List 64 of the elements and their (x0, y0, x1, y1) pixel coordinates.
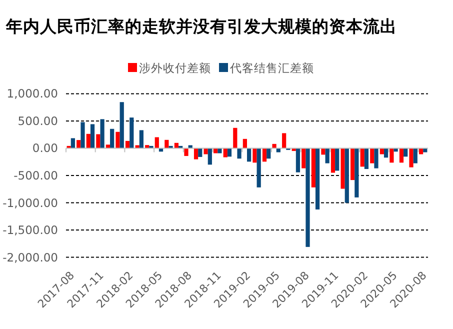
bar (154, 137, 159, 148)
chart-title: 年内人民币汇率的走软并没有引发大规模的资本流出 (5, 17, 397, 36)
bar (227, 148, 232, 157)
bar (315, 148, 320, 210)
bar (296, 148, 300, 172)
bar (344, 148, 349, 203)
bar (194, 148, 198, 160)
bar (370, 148, 374, 164)
bar (184, 148, 188, 156)
bar (252, 148, 257, 163)
bar (76, 140, 81, 148)
bar (374, 148, 378, 168)
bar (130, 118, 134, 148)
bar (325, 148, 330, 164)
bar (90, 124, 95, 148)
bar (390, 148, 394, 163)
bar (223, 148, 228, 158)
bar (262, 148, 267, 162)
legend-label: 代客结售汇差额 (229, 61, 314, 75)
y-tick-label: 500.00 (18, 114, 58, 128)
bar (399, 148, 404, 163)
bar (350, 148, 355, 180)
bar (311, 148, 316, 188)
y-tick-label: -500.00 (14, 168, 58, 182)
bar (413, 148, 418, 164)
bar (335, 148, 340, 171)
bar (116, 132, 120, 148)
y-tick-label: 0.00 (32, 141, 58, 156)
bar (282, 133, 286, 148)
legend-label: 涉外收付差额 (139, 61, 211, 75)
bar (384, 148, 388, 158)
y-tick-label: -1,500.00 (2, 223, 58, 238)
bar (120, 102, 124, 148)
bar (354, 148, 359, 198)
bar (80, 122, 85, 148)
bar (247, 148, 252, 162)
bar (96, 134, 100, 148)
bar (340, 148, 345, 189)
bar (198, 148, 202, 157)
bar (218, 148, 222, 154)
bar (266, 148, 271, 159)
bar (404, 148, 408, 157)
bar (237, 148, 242, 159)
y-tick-label: -2,000.00 (2, 250, 58, 264)
bar (70, 138, 75, 148)
bar (214, 148, 218, 154)
bar (306, 148, 310, 247)
y-tick-label: -1,000.00 (2, 196, 58, 210)
bar (364, 148, 369, 170)
bar (256, 148, 261, 188)
bar (302, 148, 306, 168)
bar (100, 119, 104, 148)
y-tick-label: 1,000.00 (6, 86, 58, 101)
bar (423, 148, 428, 152)
bar (86, 134, 90, 148)
bar (139, 130, 144, 148)
bar (321, 148, 326, 155)
bar (360, 148, 364, 167)
bar (330, 148, 336, 173)
bar (208, 148, 212, 165)
bar (409, 148, 414, 168)
bar (276, 148, 280, 152)
bar (110, 128, 114, 148)
bar (233, 128, 238, 148)
